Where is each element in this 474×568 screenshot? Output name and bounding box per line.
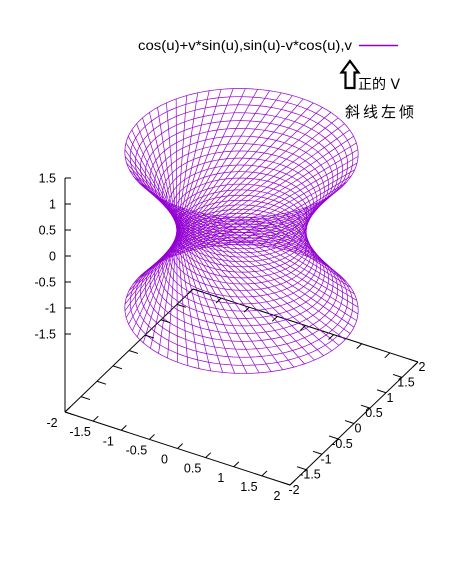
up-arrow-icon	[339, 59, 361, 90]
x-tick-label: -1	[103, 434, 114, 448]
x-tick-mirror	[187, 288, 194, 295]
surface-v-isoline	[171, 171, 312, 250]
surface-v-isoline	[168, 164, 315, 246]
y-tick-label: 1.5	[397, 375, 414, 389]
surface-v-isoline	[154, 229, 329, 327]
x-tick	[177, 443, 183, 449]
legend: cos(u)+v*sin(u),sin(u)-v*cos(u),v	[138, 38, 398, 53]
y-tick-label: -1	[320, 452, 331, 466]
annotation: 正的 V 斜线左倾	[339, 59, 417, 121]
annotation-text-2: 斜线左倾	[345, 103, 417, 121]
surface-v-isoline	[175, 183, 308, 258]
x-tick-label: 0.5	[184, 462, 201, 476]
y-tick	[312, 450, 323, 455]
y-tick	[392, 373, 403, 378]
x-tick-label: -1.5	[69, 425, 91, 439]
surface-v-isoline	[144, 234, 339, 342]
surface-v-isoline	[149, 128, 334, 230]
surface-v-isoline	[158, 226, 325, 319]
x-tick-mirror	[215, 297, 222, 304]
surface-v-isoline	[124, 88, 359, 218]
surface-mesh	[124, 88, 359, 374]
x-tick-mirror	[412, 361, 419, 368]
y-tick-mirror	[144, 334, 155, 339]
axis-ticks: -2-1.5-1-0.500.511.52 -2-1.5-1-0.500.511.…	[34, 172, 425, 504]
z-tick-label: 0	[49, 250, 56, 264]
y-tick	[408, 358, 419, 363]
surface-v-isoline	[158, 143, 325, 236]
x-tick-label: 0	[161, 453, 168, 467]
y-tick	[360, 404, 371, 409]
x-tick	[289, 479, 296, 486]
surface-v-isoline	[168, 216, 315, 298]
y-tick	[328, 435, 339, 440]
legend-label: cos(u)+v*sin(u),sin(u)-v*cos(u),v	[138, 38, 352, 53]
y-tick-label: 1	[387, 391, 394, 405]
y-tick-mirror	[192, 288, 203, 293]
surface-v-isoline	[140, 237, 343, 350]
x-tick-label: -0.5	[126, 443, 148, 457]
z-tick-label: -0.5	[34, 276, 56, 290]
x-tick-label: 1.5	[240, 480, 257, 494]
y-tick-mirror	[160, 319, 171, 324]
z-tick-label: -1.5	[34, 328, 56, 342]
z-tick-label: -1	[45, 302, 56, 316]
surface-v-isoline	[129, 241, 354, 366]
y-tick-mirror	[176, 303, 187, 308]
x-tick	[149, 434, 155, 440]
x-tick-label: -2	[46, 416, 57, 430]
y-tick-mirror	[64, 411, 75, 416]
y-tick-label: -1.5	[299, 468, 321, 482]
y-tick	[344, 420, 355, 424]
y-tick-mirror	[80, 396, 91, 401]
surface-v-isoline	[162, 150, 321, 239]
surface-v-isoline	[135, 104, 348, 223]
surface-v-isoline	[144, 120, 339, 228]
y-tick-label: 0.5	[365, 406, 382, 420]
x-tick-mirror	[300, 325, 306, 331]
z-tick-label: 0.5	[39, 224, 56, 238]
z-tick-label: 1	[49, 198, 56, 212]
y-tick-mirror	[128, 350, 139, 354]
surface-v-isoline	[140, 112, 343, 225]
y-tick-label: 2	[419, 360, 426, 374]
x-tick	[261, 470, 268, 477]
annotation-text-1: 正的 V	[358, 77, 400, 93]
z-tick-label: 1.5	[39, 172, 56, 186]
surface-v-isoline	[162, 223, 321, 312]
x-tick-label: 2	[274, 489, 281, 503]
x-tick	[120, 424, 127, 431]
surface-v-isoline	[165, 157, 318, 242]
x-tick	[64, 406, 71, 413]
y-tick-mirror	[96, 380, 107, 385]
y-tick-label: -0.5	[331, 437, 353, 451]
x-tick-mirror	[243, 306, 250, 313]
surface-v-isoline	[176, 189, 307, 263]
x-tick	[92, 415, 99, 422]
x-tick-mirror	[384, 352, 391, 359]
x-tick	[233, 461, 240, 468]
y-tick	[296, 466, 307, 471]
surface-v-isoline	[149, 232, 334, 334]
y-tick-label: -2	[288, 483, 299, 497]
y-tick-label: 0	[355, 422, 362, 436]
x-tick-label: 1	[217, 471, 224, 485]
surface-v-isoline	[154, 135, 329, 233]
y-tick-mirror	[112, 365, 123, 370]
x-tick-mirror	[356, 343, 363, 350]
y-tick	[376, 389, 387, 394]
x-tick	[205, 452, 212, 458]
surface-v-isoline	[135, 239, 348, 358]
x-tick-mirror	[328, 334, 334, 340]
y-tick	[280, 481, 291, 486]
x-tick-mirror	[271, 316, 278, 322]
